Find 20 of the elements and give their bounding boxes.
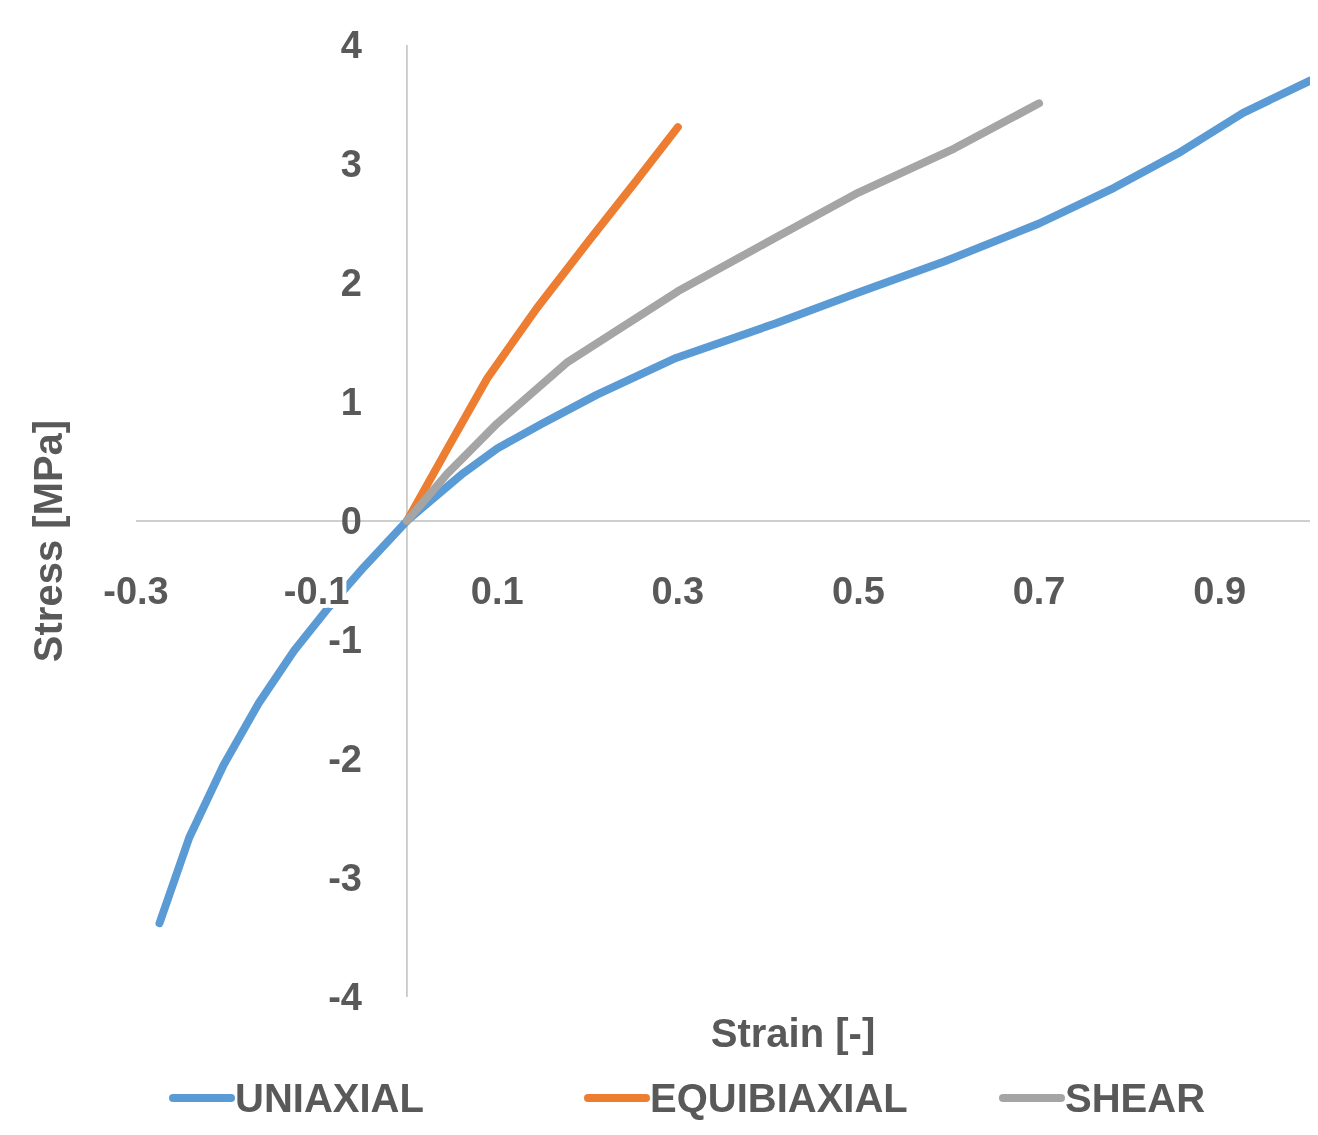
x-tick-label: -0.3: [103, 570, 169, 612]
y-tick-label: 1: [340, 381, 362, 423]
y-tick-label: 3: [340, 143, 362, 185]
x-axis-title: Strain [-]: [710, 1011, 876, 1055]
x-tick-label: 0.1: [470, 570, 524, 612]
x-tick-label: 0.5: [832, 570, 885, 612]
legend-label: SHEAR: [1065, 1076, 1206, 1120]
x-tick-label: 0.9: [1193, 570, 1247, 612]
y-tick-label: -3: [328, 857, 362, 899]
y-tick-label: -4: [328, 976, 362, 1018]
y-tick-label: -2: [328, 738, 362, 780]
legend-label: EQUIBIAXIAL: [650, 1076, 908, 1120]
y-axis-title: Stress [MPa]: [26, 419, 70, 663]
x-tick-label: 0.7: [1012, 570, 1066, 612]
legend-label: UNIAXIAL: [235, 1076, 424, 1120]
x-tick-label: 0.3: [651, 570, 705, 612]
y-tick-label: 0: [340, 500, 362, 542]
y-tick-label: 4: [340, 24, 362, 66]
y-tick-label: 2: [340, 262, 362, 304]
y-tick-label: -1: [328, 619, 362, 661]
